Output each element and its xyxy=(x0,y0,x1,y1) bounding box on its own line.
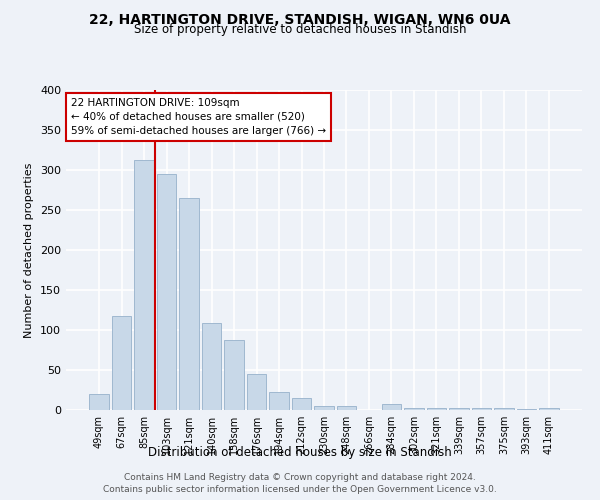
Bar xyxy=(269,392,289,410)
Bar xyxy=(449,408,469,410)
Bar xyxy=(134,160,154,410)
Bar xyxy=(292,398,311,410)
Bar xyxy=(112,316,131,410)
Bar xyxy=(337,406,356,410)
Bar xyxy=(157,174,176,410)
Bar xyxy=(427,408,446,410)
Bar xyxy=(224,340,244,410)
Bar xyxy=(404,408,424,410)
Text: 22, HARTINGTON DRIVE, STANDISH, WIGAN, WN6 0UA: 22, HARTINGTON DRIVE, STANDISH, WIGAN, W… xyxy=(89,12,511,26)
Bar xyxy=(494,408,514,410)
Bar xyxy=(179,198,199,410)
Y-axis label: Number of detached properties: Number of detached properties xyxy=(25,162,34,338)
Bar xyxy=(382,404,401,410)
Text: Size of property relative to detached houses in Standish: Size of property relative to detached ho… xyxy=(134,22,466,36)
Bar xyxy=(314,406,334,410)
Bar xyxy=(517,409,536,410)
Bar xyxy=(539,408,559,410)
Text: 22 HARTINGTON DRIVE: 109sqm
← 40% of detached houses are smaller (520)
59% of se: 22 HARTINGTON DRIVE: 109sqm ← 40% of det… xyxy=(71,98,326,136)
Bar xyxy=(202,323,221,410)
Text: Distribution of detached houses by size in Standish: Distribution of detached houses by size … xyxy=(148,446,452,459)
Text: Contains HM Land Registry data © Crown copyright and database right 2024.: Contains HM Land Registry data © Crown c… xyxy=(124,473,476,482)
Bar xyxy=(472,408,491,410)
Bar xyxy=(247,374,266,410)
Bar xyxy=(89,394,109,410)
Text: Contains public sector information licensed under the Open Government Licence v3: Contains public sector information licen… xyxy=(103,484,497,494)
